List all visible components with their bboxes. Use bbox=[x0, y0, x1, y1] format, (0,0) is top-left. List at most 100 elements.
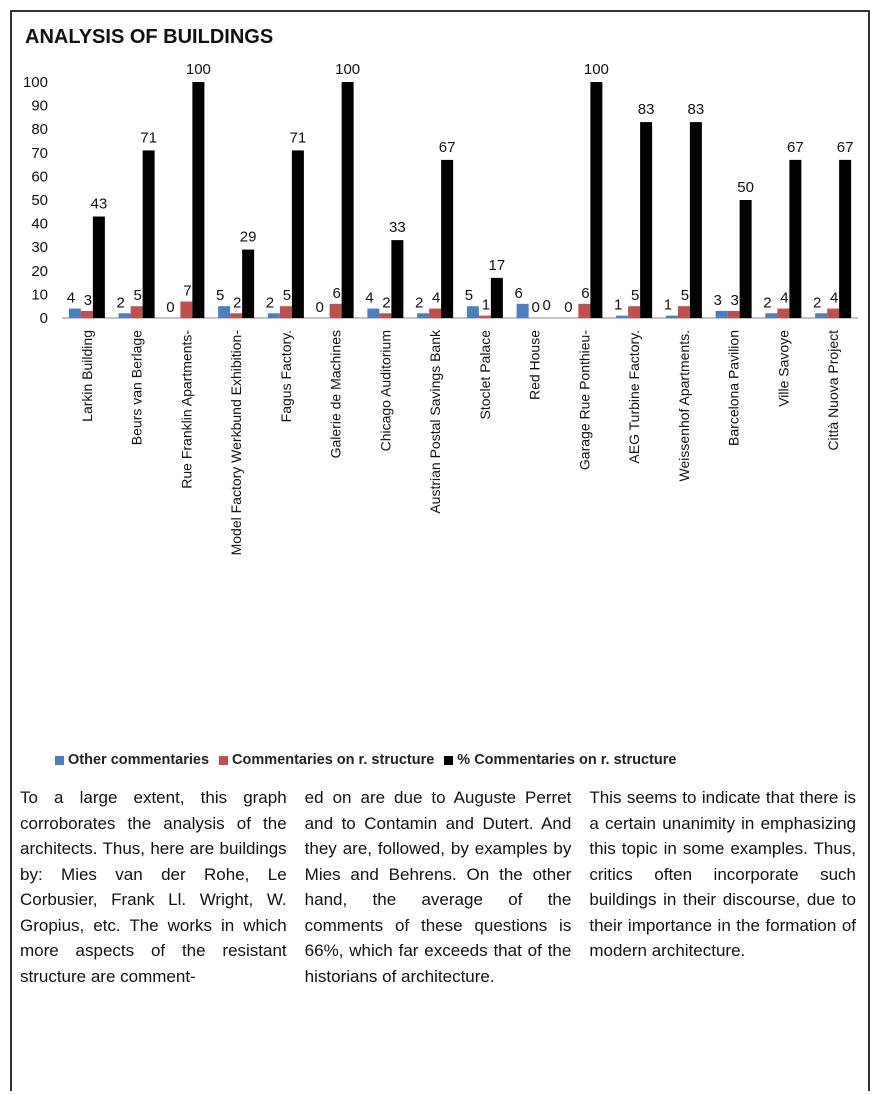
value-label-structure: 3 bbox=[84, 292, 92, 309]
value-label-structure: 3 bbox=[730, 292, 738, 309]
value-label-percent: 83 bbox=[638, 101, 655, 118]
x-category-label: Stoclet Palace bbox=[477, 330, 493, 420]
bar-other bbox=[367, 308, 380, 318]
value-label-structure: 2 bbox=[233, 294, 241, 311]
legend-swatch-other bbox=[55, 755, 64, 765]
bar-percent bbox=[441, 159, 454, 318]
bar-structure bbox=[379, 313, 392, 318]
value-label-other: 0 bbox=[564, 299, 572, 316]
x-category-label: Red House bbox=[527, 330, 543, 400]
value-label-percent: 17 bbox=[489, 257, 506, 274]
x-category-label: Larkin Building bbox=[79, 330, 95, 422]
legend-swatch-percent bbox=[444, 755, 454, 765]
bar-other bbox=[815, 313, 828, 318]
x-category-label: Weissenhof Apartments. bbox=[676, 330, 692, 481]
value-label-percent: 100 bbox=[584, 61, 609, 78]
x-category-label: Barcelona Pavilion bbox=[726, 330, 742, 446]
value-label-percent: 71 bbox=[140, 129, 157, 146]
value-label-structure: 2 bbox=[382, 294, 390, 311]
bar-percent bbox=[341, 82, 354, 318]
bar-structure bbox=[130, 306, 143, 318]
legend-item-percent: % Commentaries on r. structure bbox=[444, 752, 676, 768]
bar-percent bbox=[242, 249, 255, 318]
bar-percent bbox=[590, 82, 603, 318]
figure-frame bbox=[10, 10, 870, 1091]
x-category-label: Ville Savoye bbox=[775, 330, 791, 407]
y-tick-label: 90 bbox=[31, 98, 48, 115]
bar-percent bbox=[789, 159, 802, 318]
value-label-percent: 67 bbox=[787, 139, 804, 156]
x-category-label: Model Factory Werkbund Exhibition- bbox=[228, 330, 244, 556]
bar-structure bbox=[777, 308, 790, 318]
legend-swatch-structure bbox=[219, 755, 229, 765]
value-label-percent: 67 bbox=[439, 139, 456, 156]
bar-structure bbox=[230, 313, 243, 318]
legend-item-other: Other commentaries bbox=[55, 752, 209, 768]
value-label-other: 1 bbox=[664, 297, 672, 314]
value-label-structure: 7 bbox=[183, 282, 191, 299]
bar-structure bbox=[329, 303, 342, 318]
bar-percent bbox=[92, 216, 105, 318]
x-category-label: Austrian Postal Savings Bank bbox=[427, 329, 443, 514]
value-label-structure: 5 bbox=[631, 287, 639, 304]
x-category-label: Fagus Factory. bbox=[278, 330, 294, 422]
value-label-other: 2 bbox=[813, 294, 821, 311]
bar-structure bbox=[429, 308, 442, 318]
y-tick-label: 70 bbox=[31, 145, 48, 162]
value-label-other: 3 bbox=[713, 292, 721, 309]
bar-percent bbox=[739, 200, 752, 318]
value-label-structure: 0 bbox=[531, 299, 539, 316]
legend-item-structure: Commentaries on r. structure bbox=[219, 752, 434, 768]
value-label-structure: 6 bbox=[332, 285, 340, 302]
value-label-other: 2 bbox=[415, 294, 423, 311]
bar-other bbox=[715, 310, 728, 318]
y-tick-label: 40 bbox=[31, 216, 48, 233]
bar-structure bbox=[827, 308, 840, 318]
bar-percent bbox=[490, 277, 503, 318]
bar-percent bbox=[391, 240, 404, 318]
value-label-other: 5 bbox=[216, 287, 224, 304]
bar-other bbox=[118, 313, 131, 318]
y-tick-label: 100 bbox=[23, 74, 48, 91]
bar-percent bbox=[839, 159, 852, 318]
bar-percent bbox=[291, 150, 304, 318]
chart-title: ANALYSIS OF BUILDINGS bbox=[25, 26, 274, 48]
bar-structure bbox=[677, 306, 690, 318]
x-category-label: Garage Rue Ponthieu- bbox=[576, 330, 592, 470]
text-column-3: This seems to indicate that there is a c… bbox=[589, 788, 857, 960]
value-label-other: 0 bbox=[166, 299, 174, 316]
value-label-percent: 83 bbox=[688, 101, 705, 118]
value-label-percent: 67 bbox=[837, 139, 854, 156]
value-label-percent: 29 bbox=[240, 229, 257, 246]
value-label-structure: 6 bbox=[581, 285, 589, 302]
y-tick-label: 80 bbox=[31, 121, 48, 138]
bar-structure bbox=[628, 306, 641, 318]
legend-label-other: Other commentaries bbox=[68, 752, 210, 768]
bar-percent bbox=[640, 122, 653, 319]
bar-percent bbox=[192, 82, 205, 318]
bar-other bbox=[267, 313, 280, 318]
bar-other bbox=[616, 315, 629, 318]
bar-other bbox=[466, 306, 479, 318]
y-tick-label: 10 bbox=[31, 286, 48, 303]
value-label-percent: 100 bbox=[186, 61, 211, 78]
y-tick-label: 0 bbox=[40, 310, 48, 327]
value-label-other: 4 bbox=[67, 290, 75, 307]
legend-label-percent: % Commentaries on r. structure bbox=[457, 752, 677, 768]
bar-other bbox=[68, 308, 81, 318]
x-category-label: Galerie de Machines bbox=[328, 330, 344, 458]
bar-other bbox=[665, 315, 678, 318]
value-label-other: 2 bbox=[763, 294, 771, 311]
value-label-other: 4 bbox=[365, 290, 373, 307]
value-label-structure: 4 bbox=[780, 290, 788, 307]
value-label-structure: 5 bbox=[283, 287, 291, 304]
x-category-label: AEG Turbine Factory. bbox=[626, 330, 642, 464]
value-label-other: 2 bbox=[116, 294, 124, 311]
y-tick-label: 60 bbox=[31, 168, 48, 185]
value-label-other: 5 bbox=[465, 287, 473, 304]
value-label-percent: 100 bbox=[335, 61, 360, 78]
x-category-label: Beurs van Berlage bbox=[129, 330, 145, 445]
bar-structure bbox=[727, 310, 740, 318]
value-label-structure: 5 bbox=[681, 287, 689, 304]
